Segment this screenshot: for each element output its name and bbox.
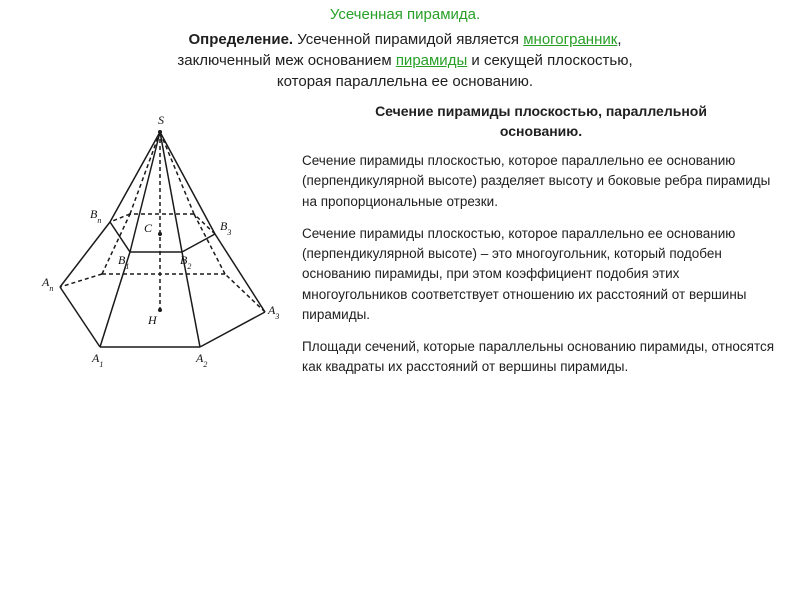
pyramid-diagram: S C H A1 A2 A3 An B1 B2 B3 Bn <box>30 102 290 382</box>
label-Bn: Bn <box>90 207 101 225</box>
link-polyhedron[interactable]: многогранник <box>523 31 617 48</box>
label-C: C <box>144 221 153 235</box>
content-columns: S C H A1 A2 A3 An B1 B2 B3 Bn Сечение пи… <box>30 102 780 390</box>
link-pyramid[interactable]: пирамиды <box>396 52 467 69</box>
paragraph-1: Сечение пирамиды плоскостью, которое пар… <box>302 151 780 212</box>
label-H: H <box>147 313 158 327</box>
definition-line-3: которая параллельна ее основанию. <box>30 71 780 92</box>
header-block: Усеченная пирамида. Определение. Усеченн… <box>30 4 780 92</box>
definition-label: Определение. <box>189 31 294 48</box>
def-text-1b: , <box>617 31 621 48</box>
section-heading-line1: Сечение пирамиды плоскостью, параллельно… <box>302 102 780 122</box>
label-A3: A3 <box>267 303 279 321</box>
label-S: S <box>158 113 164 127</box>
section-heading-line2: основанию. <box>302 122 780 142</box>
label-An: An <box>41 275 53 293</box>
definition-line-2: заключенный меж основанием пирамиды и се… <box>30 50 780 71</box>
def-text-1: Усеченной пирамидой является <box>293 31 523 48</box>
figure-column: S C H A1 A2 A3 An B1 B2 B3 Bn <box>30 102 290 390</box>
def-text-2a: заключенный меж основанием <box>177 52 395 69</box>
label-A2: A2 <box>195 351 207 369</box>
partial-title: Усеченная пирамида. <box>330 4 480 25</box>
label-B3: B3 <box>220 219 231 237</box>
definition-line-1: Определение. Усеченной пирамидой являетс… <box>30 29 780 50</box>
paragraph-2: Сечение пирамиды плоскостью, которое пар… <box>302 224 780 325</box>
section-heading: Сечение пирамиды плоскостью, параллельно… <box>302 102 780 141</box>
paragraph-3: Площади сечений, которые параллельны осн… <box>302 337 780 378</box>
text-column: Сечение пирамиды плоскостью, параллельно… <box>302 102 780 390</box>
label-A1: A1 <box>91 351 103 369</box>
label-B1: B1 <box>118 253 129 271</box>
def-text-2b: и секущей плоскостью, <box>467 52 632 69</box>
